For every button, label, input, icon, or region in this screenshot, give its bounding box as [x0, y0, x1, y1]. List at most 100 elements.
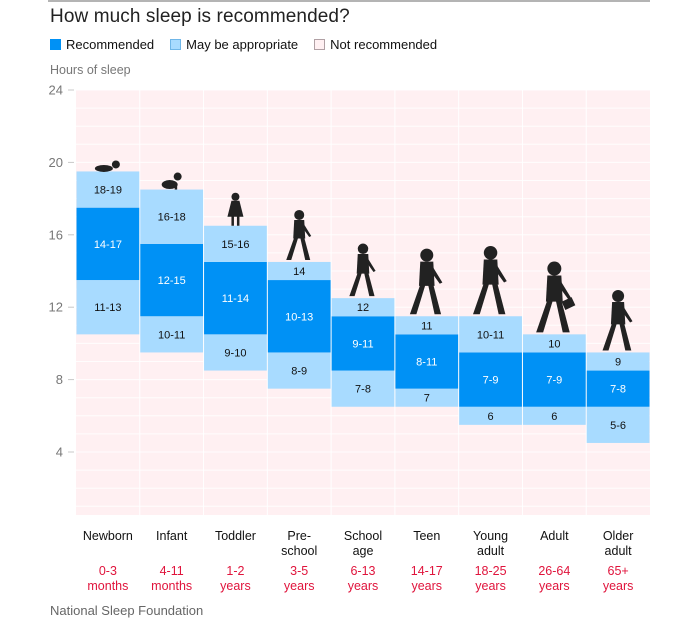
- bar-label-low: 5-6: [610, 420, 626, 432]
- bar-recommended: [267, 280, 331, 353]
- age-range-label: 14-17: [411, 564, 443, 578]
- age-range-label: years: [348, 579, 379, 593]
- bar-recommended: [522, 352, 586, 407]
- age-range-label: 1-2: [226, 564, 244, 578]
- preschool-child-icon: [286, 209, 312, 260]
- chart-title: How much sleep is recommended?: [50, 6, 350, 27]
- bar-may-be-appropriate-low: [76, 280, 140, 335]
- legend-item-not-recommended: Not recommended: [314, 37, 437, 52]
- bar-label-recommended: 7-8: [610, 384, 626, 396]
- young-adult-icon: [473, 246, 507, 315]
- legend-item-may-be-appropriate: May be appropriate: [170, 37, 298, 52]
- bar-label-low: 6: [551, 411, 557, 423]
- top-rule: [48, 0, 650, 2]
- bar-label-recommended: 11-14: [222, 293, 249, 305]
- age-range-label: 3-5: [290, 564, 308, 578]
- adult-briefcase-icon: [536, 261, 576, 333]
- bar-may-be-appropriate-low: [459, 406, 522, 425]
- category-label: Toddler: [215, 529, 256, 543]
- bar-may-be-appropriate-low: [522, 406, 586, 425]
- bar-may-be-appropriate-low: [140, 316, 204, 353]
- bar-label-recommended: 7-9: [546, 375, 562, 387]
- category-label: adult: [605, 544, 633, 558]
- age-range-label: 18-25: [475, 564, 507, 578]
- category-label: Adult: [540, 529, 569, 543]
- age-range-label: 26-64: [538, 564, 570, 578]
- bar-may-be-appropriate-high: [204, 225, 267, 262]
- legend-label: Recommended: [66, 37, 155, 52]
- legend-item-recommended: Recommended: [50, 37, 154, 52]
- bar-label-high: 18-19: [94, 185, 122, 197]
- school-child-icon: [349, 243, 376, 297]
- category-label: School: [344, 529, 382, 543]
- category-label: Teen: [413, 529, 440, 543]
- bar-may-be-appropriate-high: [522, 334, 586, 353]
- age-range-label: years: [220, 579, 251, 593]
- bar-label-low: 11-13: [94, 302, 121, 314]
- age-range-label: 0-3: [99, 564, 117, 578]
- bar-label-low: 8-9: [291, 366, 307, 378]
- bar-may-be-appropriate-low: [204, 334, 267, 371]
- toddler-icon: [227, 192, 244, 226]
- bar-label-high: 10-11: [477, 329, 504, 341]
- bar-recommended: [140, 243, 204, 317]
- bar-recommended: [331, 316, 395, 371]
- legend: Recommended May be appropriate Not recom…: [50, 37, 437, 52]
- bar-label-recommended: 7-9: [483, 375, 499, 387]
- age-range-label: years: [603, 579, 634, 593]
- age-range-label: years: [411, 579, 442, 593]
- bar-recommended: [586, 370, 650, 407]
- age-range-label: years: [475, 579, 506, 593]
- legend-label: Not recommended: [330, 37, 438, 52]
- bar-may-be-appropriate-low: [586, 406, 650, 443]
- category-label: Older: [603, 529, 634, 543]
- bar-label-low: 10-11: [158, 329, 185, 341]
- bar-may-be-appropriate-high: [140, 189, 204, 244]
- bar-label-high: 11: [421, 320, 432, 332]
- bar-label-low: 7: [424, 393, 430, 405]
- bar-may-be-appropriate-low: [395, 388, 459, 407]
- category-label: school: [281, 544, 317, 558]
- bar-label-recommended: 10-13: [285, 311, 313, 323]
- age-range-label: months: [87, 579, 128, 593]
- age-range-label: years: [284, 579, 315, 593]
- legend-swatch-not-recommended: [314, 39, 326, 50]
- bar-may-be-appropriate-low: [267, 352, 331, 389]
- source-note: National Sleep Foundation: [50, 603, 204, 618]
- bar-label-recommended: 12-15: [158, 275, 186, 287]
- bar-label-recommended: 9-11: [352, 338, 373, 350]
- bar-label-recommended: 8-11: [416, 357, 437, 369]
- bar-label-high: 10: [548, 338, 560, 350]
- sleeping-baby-icon: [94, 160, 120, 172]
- bar-label-low: 6: [487, 411, 493, 423]
- legend-swatch-may-be-appropriate: [170, 39, 182, 50]
- y-axis-label: Hours of sleep: [50, 63, 131, 77]
- bar-label-high: 15-16: [221, 239, 249, 251]
- bar-may-be-appropriate-high: [267, 261, 331, 281]
- teen-icon: [409, 248, 443, 315]
- y-tick-label: 4: [56, 445, 63, 460]
- bar-may-be-appropriate-high: [586, 352, 650, 371]
- bar-recommended: [395, 334, 459, 389]
- category-label: Infant: [156, 529, 188, 543]
- y-tick-label: 8: [56, 372, 63, 387]
- category-label: age: [353, 544, 374, 558]
- age-range-label: months: [151, 579, 192, 593]
- bar-may-be-appropriate-low: [331, 370, 395, 407]
- bar-label-high: 14: [293, 266, 305, 278]
- y-tick-label: 24: [49, 83, 63, 98]
- age-range-label: 65+: [608, 564, 629, 578]
- category-label: Newborn: [83, 529, 133, 543]
- bar-label-high: 9: [615, 357, 621, 369]
- age-range-label: years: [539, 579, 570, 593]
- bar-may-be-appropriate-high: [331, 298, 395, 317]
- y-tick-label: 20: [49, 155, 63, 170]
- bar-may-be-appropriate-high: [459, 316, 522, 353]
- y-tick-label: 16: [49, 227, 63, 242]
- older-adult-icon: [602, 290, 633, 351]
- bar-may-be-appropriate-high: [395, 316, 459, 335]
- bar-label-recommended: 14-17: [94, 239, 122, 251]
- legend-swatch-recommended: [50, 39, 61, 50]
- bar-label-low: 9-10: [224, 347, 246, 359]
